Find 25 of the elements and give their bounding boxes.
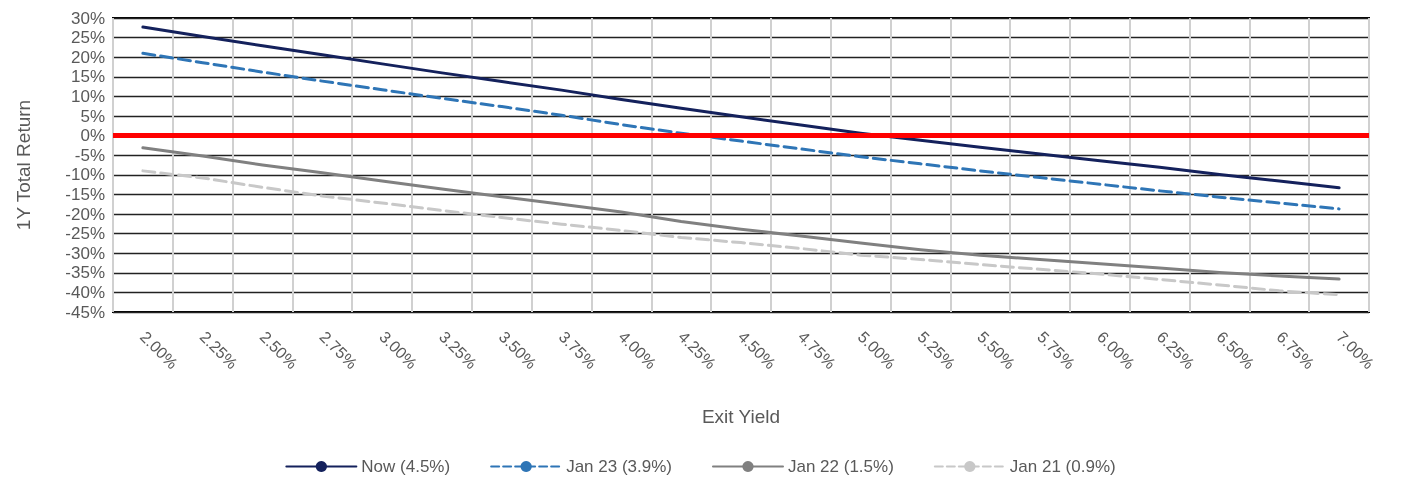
legend-label: Jan 23 (3.9%)	[566, 457, 672, 476]
y-tick-label: -5%	[74, 145, 105, 165]
y-tick-label: -25%	[65, 224, 105, 244]
legend-label: Jan 22 (1.5%)	[787, 457, 894, 476]
y-tick-label: 5%	[80, 106, 105, 126]
line-series	[141, 25, 1341, 190]
y-tick-label: -15%	[65, 184, 105, 204]
y-tick-label: -35%	[65, 263, 105, 283]
y-tick-label: -20%	[65, 204, 105, 224]
y-tick-label: 20%	[70, 47, 105, 67]
x-axis-title: Exit Yield	[701, 406, 781, 427]
y-tick-label: 15%	[70, 67, 105, 87]
y-tick-label: 0%	[80, 126, 105, 146]
y-tick-label: 10%	[70, 86, 105, 106]
y-tick-label: 25%	[70, 28, 105, 48]
y-tick-label: -30%	[65, 243, 105, 263]
legend-label: Jan 21 (0.9%)	[1009, 457, 1116, 476]
y-tick-label: 30%	[70, 8, 105, 28]
y-tick-label: -40%	[65, 282, 105, 302]
y-tick-label: -10%	[65, 165, 105, 185]
y-tick-label: -45%	[65, 302, 105, 322]
line-series	[141, 51, 1341, 211]
legend-label: Now (4.5%)	[361, 457, 451, 476]
line-series	[141, 146, 1341, 281]
y-axis-title: 1Y Total Return	[13, 99, 34, 231]
